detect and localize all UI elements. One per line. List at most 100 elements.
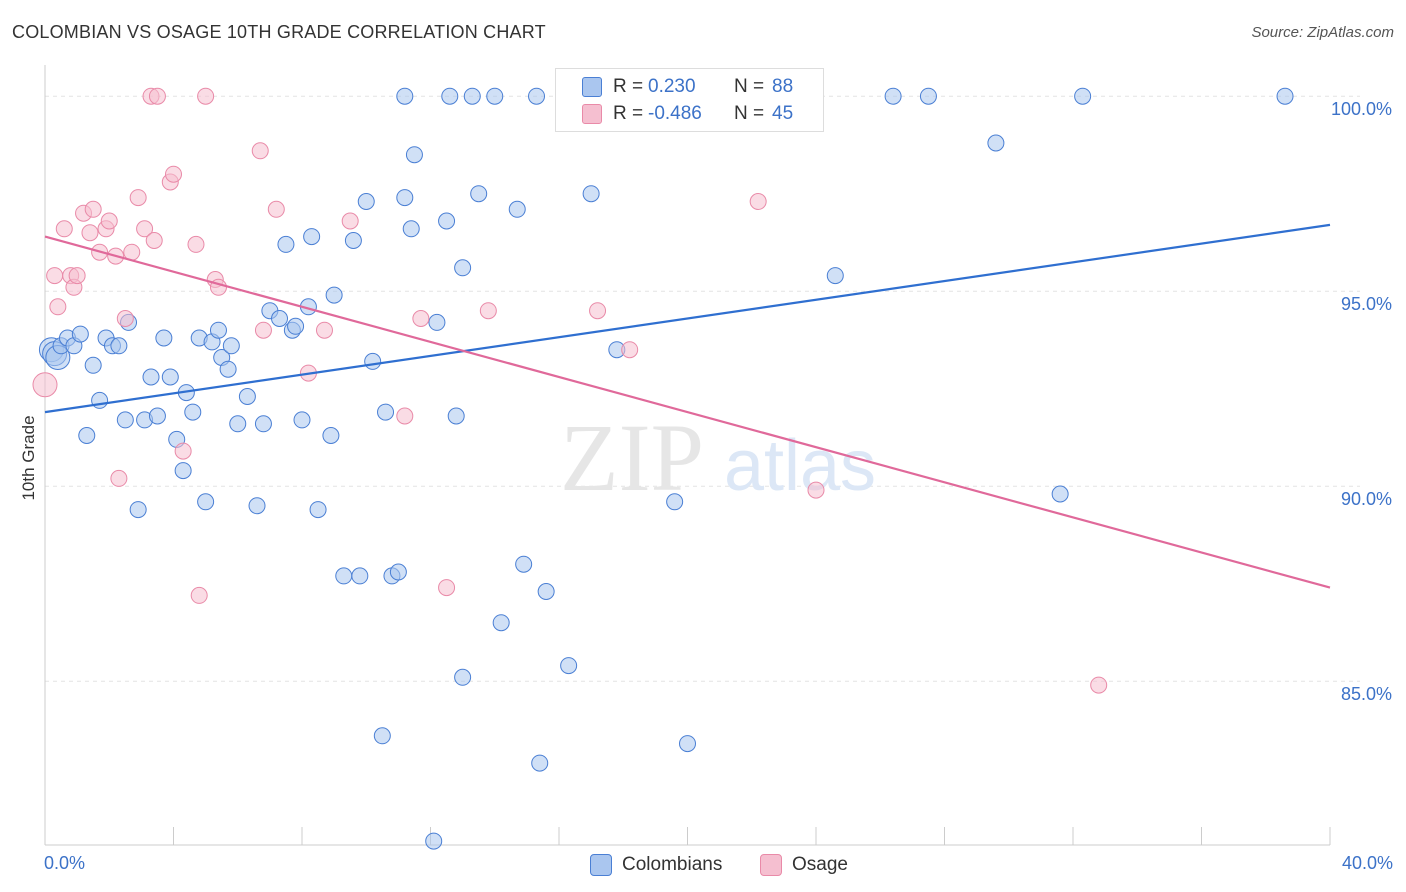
- point-colombians: [84, 356, 102, 374]
- point-colombians: [293, 411, 311, 429]
- grid-layer: [45, 95, 1360, 682]
- point-colombians: [438, 212, 456, 230]
- source-label: Source: ZipAtlas.com: [1251, 24, 1394, 41]
- point-colombians: [425, 832, 443, 850]
- point-colombians: [254, 415, 272, 433]
- point-osage: [341, 212, 359, 230]
- point-osage: [145, 232, 163, 249]
- point-osage: [187, 235, 205, 253]
- point-colombians: [405, 146, 423, 164]
- point-colombians: [515, 555, 533, 573]
- point-colombians: [389, 563, 407, 581]
- point-colombians: [884, 87, 902, 105]
- point-osage: [55, 220, 73, 238]
- legend-n-value: 45: [772, 103, 794, 124]
- point-osage: [589, 302, 607, 320]
- legend-n-label: N =: [734, 103, 765, 124]
- y-tick-label: 95.0%: [1341, 294, 1392, 314]
- point-colombians: [447, 407, 465, 425]
- point-osage: [49, 298, 67, 316]
- point-osage: [251, 142, 269, 160]
- point-colombians: [531, 754, 549, 772]
- point-osage: [197, 87, 215, 105]
- point-colombians: [357, 193, 375, 210]
- point-colombians: [492, 614, 510, 632]
- point-osage: [136, 220, 154, 238]
- point-colombians: [287, 317, 305, 335]
- point-osage: [438, 579, 456, 597]
- point-osage: [68, 267, 86, 285]
- point-osage: [807, 481, 825, 499]
- legend-label-osage: Osage: [792, 854, 848, 875]
- y-axis-label: 10th Grade: [19, 415, 38, 500]
- point-colombians: [987, 134, 1005, 152]
- legend-n-value: 88: [772, 76, 794, 97]
- point-colombians: [364, 352, 382, 370]
- trend-layer: [44, 223, 1331, 589]
- point-colombians: [441, 87, 459, 105]
- point-colombians: [142, 368, 160, 386]
- point-osage: [116, 310, 134, 327]
- point-colombians: [184, 403, 202, 421]
- point-colombians: [1074, 87, 1092, 105]
- point-osage: [100, 212, 118, 230]
- point-colombians: [919, 87, 937, 105]
- series-legend: Colombians Osage: [0, 850, 1406, 880]
- point-colombians: [666, 493, 684, 511]
- point-colombians: [351, 567, 369, 585]
- point-colombians: [238, 388, 256, 405]
- point-osage: [396, 407, 414, 425]
- trendline-colombians: [44, 223, 1331, 414]
- point-colombians: [309, 501, 327, 519]
- point-colombians: [396, 189, 414, 207]
- trendline-osage: [44, 235, 1331, 589]
- point-colombians: [537, 583, 555, 600]
- point-osage: [412, 310, 430, 327]
- point-osage: [129, 189, 147, 207]
- point-osage: [190, 586, 208, 604]
- legend-swatch-colombians: [582, 77, 602, 97]
- legend-r-label: R =: [613, 76, 644, 97]
- point-colombians: [161, 368, 179, 386]
- legend-n-label: N =: [734, 76, 765, 97]
- point-colombians: [402, 220, 420, 238]
- point-colombians: [428, 313, 446, 331]
- point-colombians: [528, 87, 546, 105]
- point-colombians: [271, 310, 289, 327]
- point-colombians: [155, 329, 173, 347]
- y-tick-label: 100.0%: [1331, 99, 1392, 119]
- legend-row-colombians: R = 0.230 N = 88: [556, 74, 823, 100]
- point-colombians: [129, 501, 147, 519]
- x-tick-label-max: 40.0%: [1342, 853, 1393, 873]
- y-tick-label: 85.0%: [1341, 684, 1392, 704]
- point-colombians: [463, 87, 481, 105]
- point-colombians: [679, 735, 696, 753]
- point-colombians: [373, 727, 391, 745]
- point-osage: [315, 321, 333, 339]
- point-colombians: [1051, 485, 1069, 503]
- point-colombians: [1276, 87, 1294, 105]
- chart-title: COLOMBIAN VS OSAGE 10TH GRADE CORRELATIO…: [12, 22, 546, 42]
- point-colombians: [454, 259, 472, 277]
- point-osage: [479, 302, 497, 320]
- point-colombians: [303, 228, 321, 246]
- point-colombians: [560, 657, 578, 675]
- legend-r-label: R =: [613, 103, 644, 124]
- watermark: ZIP atlas: [560, 404, 876, 511]
- legend-r-value: -0.486: [648, 103, 702, 124]
- point-osage: [254, 321, 272, 339]
- point-colombians: [219, 360, 237, 378]
- point-colombians: [277, 235, 295, 253]
- point-colombians: [71, 325, 89, 343]
- watermark-zip: ZIP: [560, 404, 704, 511]
- point-colombians: [377, 403, 395, 421]
- point-colombians: [248, 497, 266, 515]
- point-colombians: [508, 200, 526, 218]
- x-tick-label-min: 0.0%: [44, 853, 85, 873]
- legend-r-value: 0.230: [648, 76, 696, 97]
- point-osage: [749, 193, 767, 210]
- point-colombians: [486, 87, 504, 105]
- point-colombians: [826, 267, 844, 285]
- point-osage: [267, 200, 285, 218]
- axis-layer: 85.0% 90.0% 95.0% 100.0% 0.0% 40.0%: [44, 65, 1393, 873]
